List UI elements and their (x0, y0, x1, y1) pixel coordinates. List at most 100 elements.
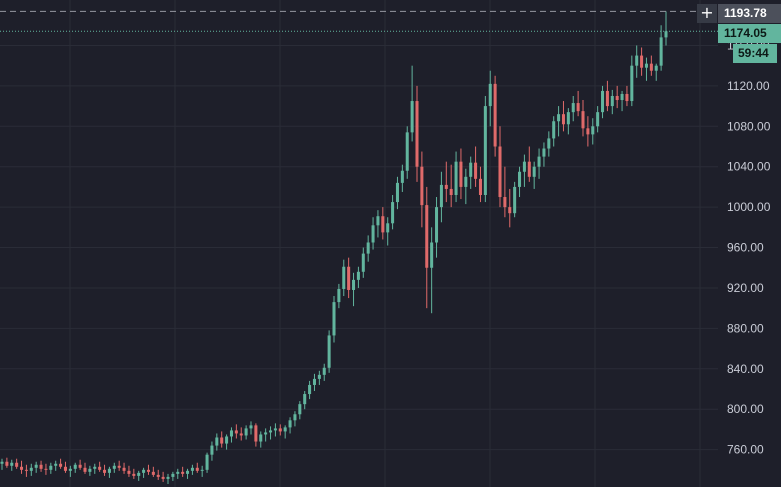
candle-body (322, 367, 326, 375)
candle-body (435, 207, 439, 243)
candle-body (405, 132, 409, 171)
candle-body (142, 469, 146, 473)
candle-body (254, 425, 258, 442)
candle-body (347, 266, 351, 290)
candle-body (444, 184, 448, 189)
candle-body (195, 467, 199, 471)
candle-body (488, 83, 492, 107)
crosshair-price-label: 1193.78 (718, 4, 781, 23)
candle-body (478, 178, 482, 196)
candle-body (249, 425, 253, 429)
candle-body (356, 271, 360, 280)
candle-body (635, 55, 639, 66)
candle-body (98, 466, 102, 470)
candle-body (54, 463, 58, 466)
candle-body (498, 146, 502, 198)
candle-body (171, 473, 175, 477)
bar-countdown-label: 59:44 (733, 44, 777, 63)
candle-body (527, 161, 531, 177)
candle-body (381, 216, 385, 233)
candle-body (376, 216, 380, 226)
y-tick-label: 760.00 (727, 443, 764, 457)
y-tick-label: 960.00 (727, 241, 764, 255)
candle-body (190, 467, 194, 471)
candle-body (20, 466, 24, 470)
candle-body (186, 470, 190, 474)
candle-body (469, 162, 473, 177)
candle-body (459, 161, 463, 187)
crosshair-add-icon[interactable]: + (697, 4, 717, 23)
candle-body (278, 428, 282, 432)
candle-body (557, 114, 561, 122)
candle-body (88, 468, 92, 472)
candle-body (576, 103, 580, 112)
candle-body (29, 467, 33, 471)
price-axis[interactable]: 760.00 800.00 840.00 880.00 920.00 960.00 1000… (727, 38, 771, 456)
candle-body (640, 55, 644, 68)
y-tick-label: 1120.00 (727, 79, 770, 93)
candle-body (630, 65, 634, 102)
candle-body (83, 467, 87, 472)
y-tick-label: 920.00 (727, 281, 764, 295)
candle-body (288, 420, 292, 428)
candle-body (454, 161, 458, 196)
candle-body (117, 465, 121, 468)
candle-body (0, 461, 4, 464)
candle-body (644, 63, 648, 68)
candle-body (464, 176, 468, 187)
candle-body (44, 468, 48, 470)
candle-body (93, 466, 97, 469)
candle-body (176, 471, 180, 474)
candle-body (161, 476, 165, 479)
candle-body (625, 93, 629, 102)
candle-body (537, 156, 541, 167)
candle-body (659, 37, 663, 66)
candle-body (439, 184, 443, 208)
candle-body (244, 428, 248, 436)
candle-body (591, 126, 595, 135)
candle-body (513, 186, 517, 214)
candle-body (112, 465, 116, 469)
candle-body (298, 404, 302, 415)
candle-body (283, 427, 287, 432)
y-tick-label: 1000.00 (727, 200, 771, 214)
candle-body (620, 93, 624, 101)
candle-body (615, 95, 619, 101)
candle-body (34, 464, 38, 468)
candle-body (205, 454, 209, 470)
candle-body (312, 378, 316, 385)
candle-body (649, 63, 653, 71)
candle-body (200, 469, 204, 471)
candle-body (342, 266, 346, 289)
candle-body (239, 433, 243, 436)
candle-body (571, 103, 575, 113)
candle-body (532, 166, 536, 177)
candle-body (493, 83, 497, 147)
candle-body (561, 114, 565, 125)
candle-body (610, 95, 614, 107)
candle-body (308, 384, 312, 395)
candle-body (166, 476, 170, 479)
candle-body (103, 469, 107, 473)
candle-body (449, 188, 453, 196)
candle-body (425, 205, 429, 268)
candle-body (332, 302, 336, 336)
candle-body (63, 466, 67, 471)
candle-body (156, 474, 160, 477)
candle-body (59, 463, 63, 467)
candle-body (73, 464, 77, 469)
candle-body (503, 197, 507, 208)
y-tick-label: 1040.00 (727, 160, 771, 174)
candle-body (391, 202, 395, 224)
candle-body (107, 468, 111, 473)
candle-body (400, 170, 404, 183)
y-tick-label: 880.00 (727, 321, 764, 335)
candle-body (234, 430, 238, 434)
grid (0, 0, 718, 487)
candle-body (220, 437, 224, 444)
candle-body (269, 430, 273, 433)
candle-body (552, 121, 556, 139)
candle-body (601, 90, 605, 113)
